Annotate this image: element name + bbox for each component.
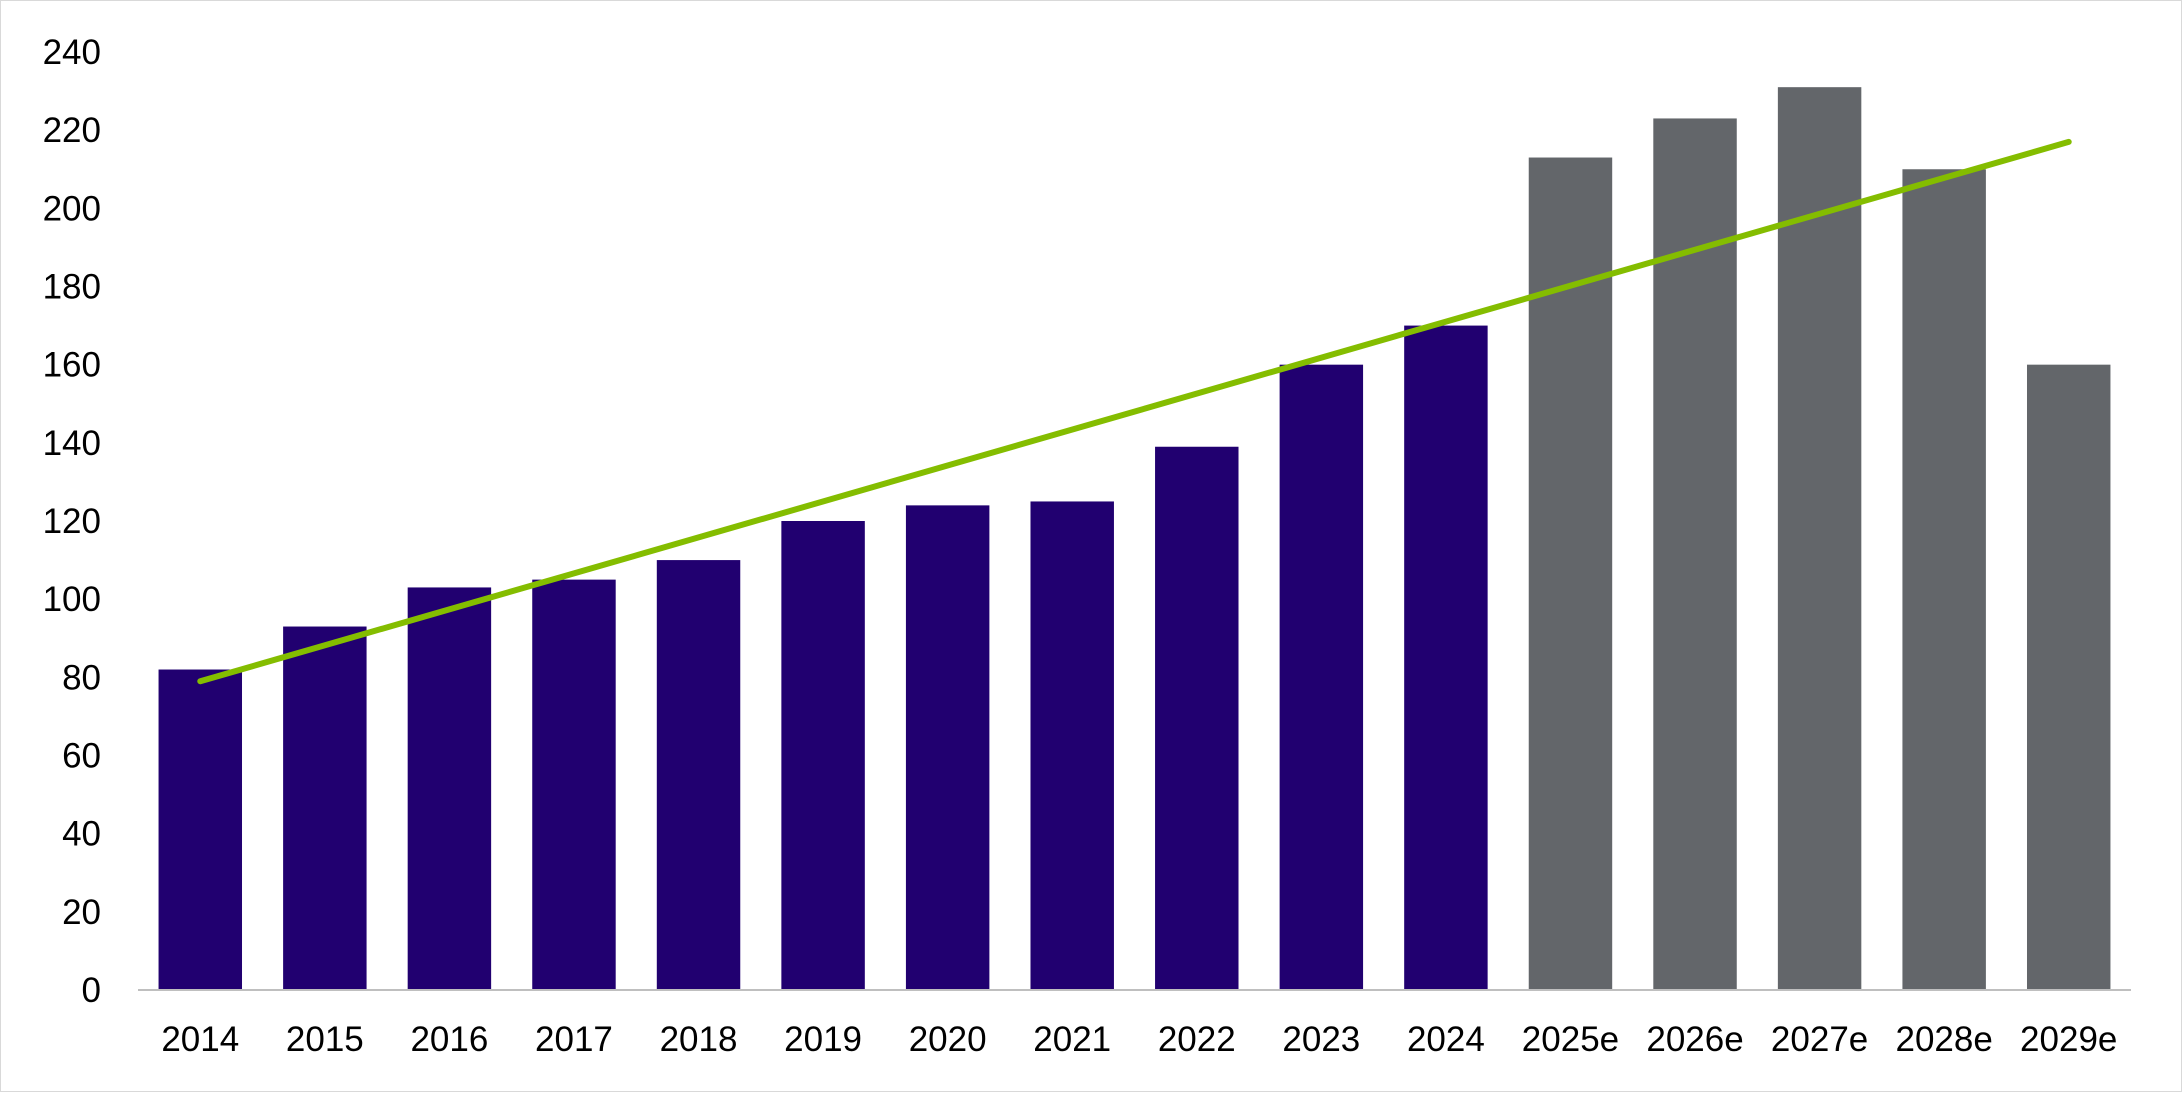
x-tick-label: 2019 <box>784 1020 862 1059</box>
trend-line <box>197 138 2072 685</box>
bar-actual <box>407 587 492 990</box>
bar-actual <box>656 560 741 990</box>
y-tick-label: 160 <box>43 346 101 385</box>
y-tick-label: 80 <box>62 658 101 697</box>
x-tick-label: 2024 <box>1407 1020 1485 1059</box>
x-tick-label: 2027e <box>1771 1020 1868 1059</box>
bar-estimate <box>1777 87 1862 991</box>
bar-actual <box>283 626 367 990</box>
y-tick-label: 200 <box>43 189 101 228</box>
x-tick-label: 2014 <box>161 1020 239 1059</box>
y-tick-label: 220 <box>43 111 101 150</box>
x-tick-label: 2021 <box>1033 1020 1111 1059</box>
bar-actual <box>1030 501 1114 990</box>
y-tick-label: 0 <box>82 971 101 1010</box>
x-tick-label: 2018 <box>660 1020 738 1059</box>
y-tick-label: 180 <box>43 268 101 307</box>
x-tick-label: 2020 <box>909 1020 987 1059</box>
bar-estimate <box>1902 169 1986 990</box>
x-tick-label: 2025e <box>1522 1020 1619 1059</box>
bar-actual <box>905 505 990 990</box>
y-axis-ticks: 0 20 40 60 80 100 120 140 160 180 200 220 240 <box>43 33 101 1010</box>
bar-actual <box>1279 364 1364 991</box>
bar-actual <box>532 579 616 990</box>
bars <box>158 87 2111 991</box>
bar-estimate <box>1528 157 1613 990</box>
y-tick-label: 100 <box>43 580 101 619</box>
bar-actual <box>781 521 865 990</box>
bar-estimate <box>1653 118 1737 991</box>
y-tick-label: 20 <box>62 893 101 932</box>
bar-actual <box>1404 325 1488 990</box>
x-tick-label: 2015 <box>286 1020 364 1059</box>
x-tick-label: 2016 <box>410 1020 488 1059</box>
x-tick-label: 2026e <box>1646 1020 1743 1059</box>
x-tick-label: 2017 <box>535 1020 613 1059</box>
y-tick-label: 60 <box>62 737 101 776</box>
bar-estimate <box>2026 364 2111 991</box>
bar-actual <box>158 669 243 990</box>
y-tick-label: 40 <box>62 815 101 854</box>
x-tick-label: 2028e <box>1895 1020 1992 1059</box>
x-tick-label: 2029e <box>2020 1020 2117 1059</box>
x-tick-label: 2023 <box>1282 1020 1360 1059</box>
y-tick-label: 240 <box>43 33 101 72</box>
bar-actual <box>1155 446 1239 990</box>
x-axis-ticks: 2014 2015 2016 2017 2018 2019 2020 2021 2022 2023… <box>161 1020 2117 1059</box>
y-tick-label: 120 <box>43 502 101 541</box>
y-tick-label: 140 <box>43 424 101 463</box>
x-tick-label: 2022 <box>1158 1020 1236 1059</box>
